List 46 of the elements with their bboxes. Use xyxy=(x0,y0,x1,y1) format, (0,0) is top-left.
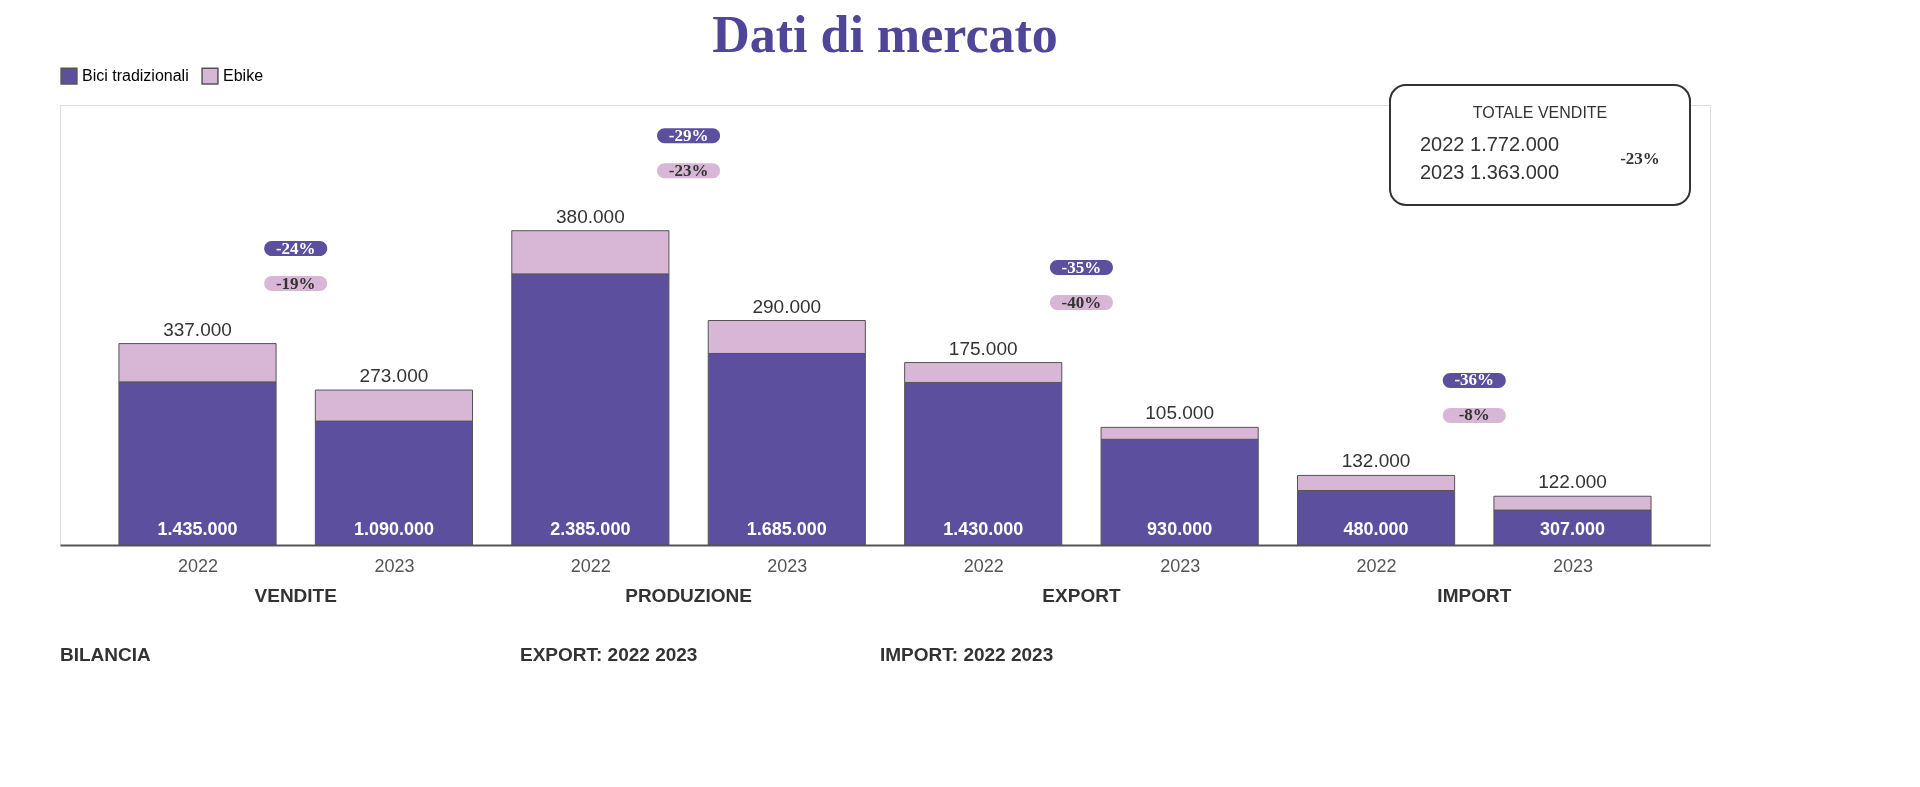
text: PRODUZIONE xyxy=(625,585,752,606)
annotation: -24% xyxy=(275,238,316,258)
data-label: 307.000 xyxy=(1539,519,1606,539)
data-label: 380.000 xyxy=(556,205,625,227)
x-tick-label: 2022 xyxy=(1356,555,1397,576)
data-label: 1.430.000 xyxy=(943,519,1024,539)
x-tick-label: 2023 xyxy=(1160,555,1201,576)
legend-label: Ebike xyxy=(223,67,264,85)
data-label: 930.000 xyxy=(1147,519,1213,539)
data-label: 480.000 xyxy=(1343,519,1409,539)
data-label: 1.435.000 xyxy=(157,519,238,539)
annotation: -8% xyxy=(1458,405,1490,425)
text: EXPORT: 2022 2023 xyxy=(520,644,698,665)
annotation: -19% xyxy=(275,273,316,293)
data-label: 290.000 xyxy=(752,295,822,317)
text: IMPORT xyxy=(1437,585,1512,606)
annotation: -36% xyxy=(1454,370,1495,390)
data-label: 273.000 xyxy=(359,365,429,387)
text: 2022 1.772.000 xyxy=(1420,133,1560,155)
x-tick-label: 2022 xyxy=(570,555,611,576)
text: BILANCIA xyxy=(60,644,152,665)
x-tick-label: 2022 xyxy=(963,555,1004,576)
data-label: 105.000 xyxy=(1145,402,1214,424)
x-tick-label: 2022 xyxy=(177,555,219,576)
data-label: 175.000 xyxy=(948,337,1018,359)
annotation: -35% xyxy=(1061,257,1102,277)
data-label: 2.385.000 xyxy=(550,519,631,539)
text: 2023 1.363.000 xyxy=(1420,161,1560,183)
text: IMPORT: 2022 2023 xyxy=(880,644,1054,665)
legend-label: Bici tradizionali xyxy=(82,67,189,85)
text: -23% xyxy=(1620,149,1660,168)
text: VENDITE xyxy=(254,585,337,606)
text: -23% xyxy=(668,160,709,180)
x-tick-label: 2023 xyxy=(1552,555,1594,576)
data-label: 337.000 xyxy=(163,318,232,340)
data-label: 122.000 xyxy=(1538,471,1607,493)
annotation: -40% xyxy=(1061,292,1102,312)
text: EXPORT xyxy=(1042,585,1121,606)
data-label: 1.090.000 xyxy=(353,519,434,539)
x-tick-label: 2023 xyxy=(767,555,808,576)
data-label: 132.000 xyxy=(1341,450,1411,472)
text: TOTALE VENDITE xyxy=(1472,104,1608,121)
data-label: 1.685.000 xyxy=(746,519,827,539)
text: -29% xyxy=(668,125,709,145)
chart-title: Dati di mercato xyxy=(712,6,1058,63)
x-tick-label: 2023 xyxy=(374,555,415,576)
